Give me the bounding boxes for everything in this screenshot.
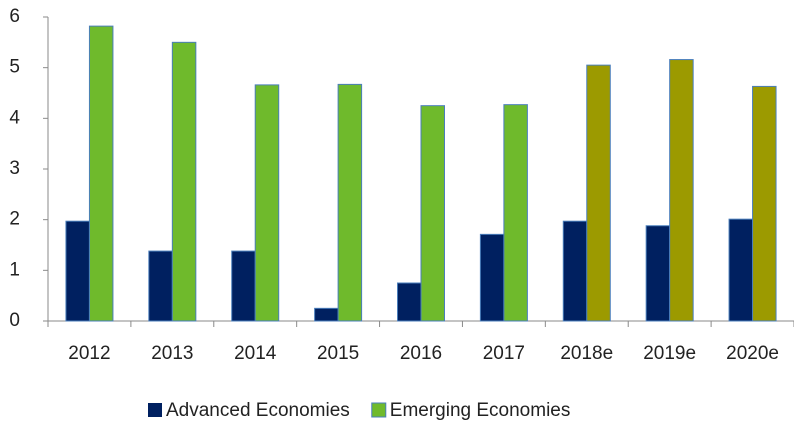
bar [420, 105, 445, 322]
x-tick-label: 2015 [317, 343, 359, 364]
bar [231, 250, 256, 322]
x-tick-label: 2014 [234, 343, 277, 364]
bar [752, 85, 777, 322]
x-tick-label: 2019e [643, 343, 696, 364]
legend-label: Advanced Economies [166, 400, 350, 421]
y-tick-label: 3 [9, 158, 20, 179]
bar [337, 83, 363, 322]
bar [479, 233, 505, 322]
y-tick-label: 0 [9, 310, 20, 331]
bar [562, 220, 588, 322]
legend-swatch [148, 403, 162, 417]
bar [586, 64, 611, 322]
bar [65, 220, 90, 322]
bar [645, 225, 671, 322]
bar [88, 25, 114, 322]
bar [314, 307, 339, 322]
x-tick-label: 2012 [68, 343, 110, 364]
y-tick-label: 2 [9, 209, 20, 230]
bar [503, 104, 528, 322]
x-tick-label: 2017 [483, 343, 525, 364]
bar [397, 282, 422, 322]
y-tick-label: 6 [9, 6, 20, 27]
legend-label: Emerging Economies [390, 400, 571, 421]
y-tick-label: 4 [9, 107, 20, 128]
x-tick-label: 2020e [726, 343, 779, 364]
y-tick-label: 1 [9, 259, 20, 280]
legend-swatch [371, 402, 387, 418]
bar [171, 41, 197, 322]
bar [148, 250, 173, 322]
x-tick-label: 2016 [400, 343, 442, 364]
x-tick-label: 2018e [560, 343, 613, 364]
y-tick-label: 5 [9, 57, 20, 78]
bar [254, 84, 280, 322]
bar [669, 59, 694, 322]
x-tick-label: 2013 [151, 343, 193, 364]
bar [728, 218, 754, 322]
